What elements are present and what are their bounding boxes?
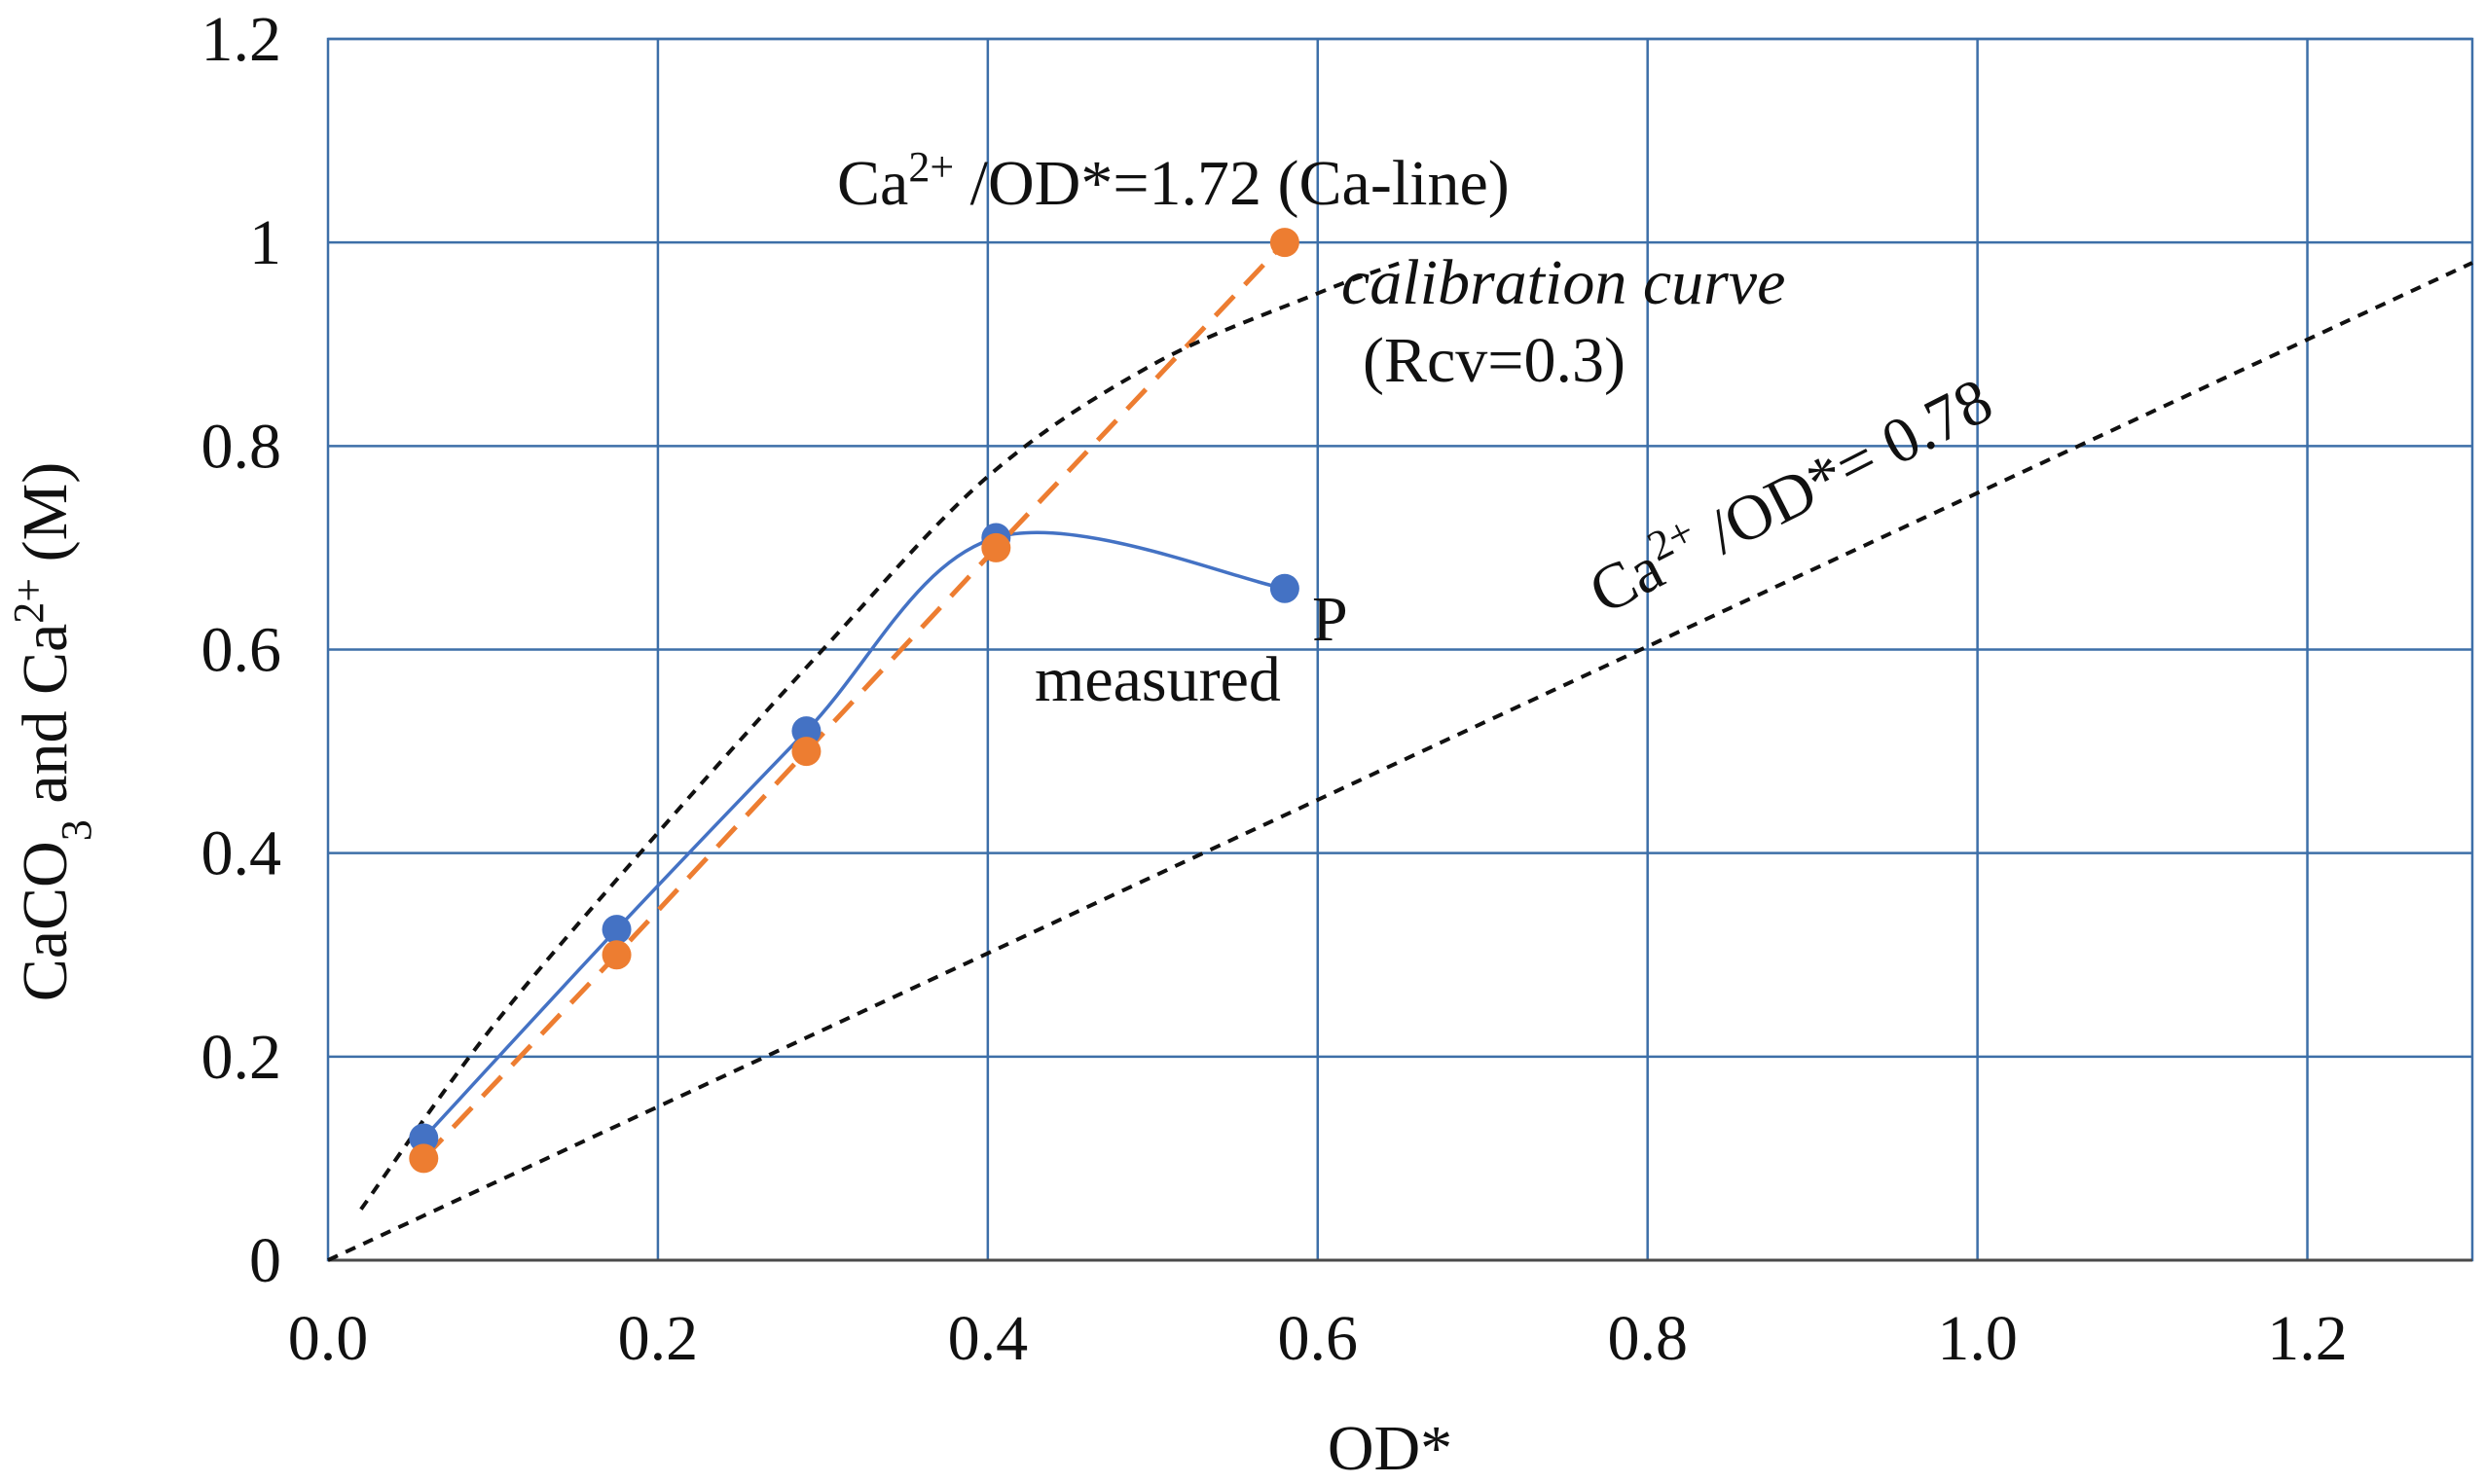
x-tick-label: 1.0	[1937, 1303, 2018, 1374]
y-tick-label: 0.6	[201, 615, 282, 686]
x-axis-title: OD*	[1328, 1413, 1452, 1484]
y-tick-label: 0.2	[201, 1022, 282, 1093]
point-p-annotation: P	[1312, 584, 1348, 655]
tick-labels: 0.0 0.2 0.4 0.6 0.8 1.0 1.2 0 0.2 0.4 0.6 0.8 1 1.2	[201, 4, 2348, 1374]
point-ca-line	[981, 532, 1011, 562]
point-measured	[602, 915, 632, 945]
y-tick-label: 1.2	[201, 4, 282, 75]
grid-lines	[328, 37, 2472, 1260]
x-tick-label: 0.8	[1607, 1303, 1688, 1374]
x-tick-label: 0.2	[618, 1303, 699, 1374]
point-ca-line	[409, 1143, 439, 1174]
point-measured	[409, 1123, 439, 1153]
annotations-group: Ca2+ /OD*=1.72 (Ca-line) calibration cur…	[837, 143, 2003, 716]
measured-annotation: measured	[1035, 644, 1281, 715]
y-tick-label: 1	[249, 207, 281, 278]
y-tick-label: 0.4	[201, 818, 282, 889]
plot-area-frame	[326, 37, 2474, 1262]
y-tick-label: 0	[249, 1225, 281, 1296]
point-ca-line	[1269, 228, 1299, 258]
ratio-line-annotation: Ca2+ /OD*= 0.78	[1576, 360, 2003, 628]
point-ca-line	[791, 737, 822, 767]
y-tick-label: 0.8	[201, 411, 282, 482]
point-ca-line	[602, 940, 632, 970]
series-line-ca2-od-0-78	[327, 261, 2473, 1262]
x-tick-label: 0.6	[1278, 1303, 1359, 1374]
ca-line-annotation: Ca2+ /OD*=1.72 (Ca-line)	[837, 143, 1510, 220]
y-axis-title: CaCO3 and Ca2+ (M)	[5, 462, 100, 1002]
x-tick-label: 1.2	[2267, 1303, 2348, 1374]
x-tick-label: 0.0	[288, 1303, 369, 1374]
rcv-annotation: (Rcv=0.3)	[1363, 325, 1626, 396]
series-line-calibration-curve	[359, 261, 1402, 1211]
point-measured	[1269, 573, 1299, 603]
calibration-curve-annotation: calibration curve	[1341, 247, 1785, 318]
series-line-measured	[422, 530, 1286, 1140]
x-tick-label: 0.4	[948, 1303, 1029, 1374]
point-measured	[791, 716, 822, 746]
markers-group	[409, 228, 1299, 1174]
